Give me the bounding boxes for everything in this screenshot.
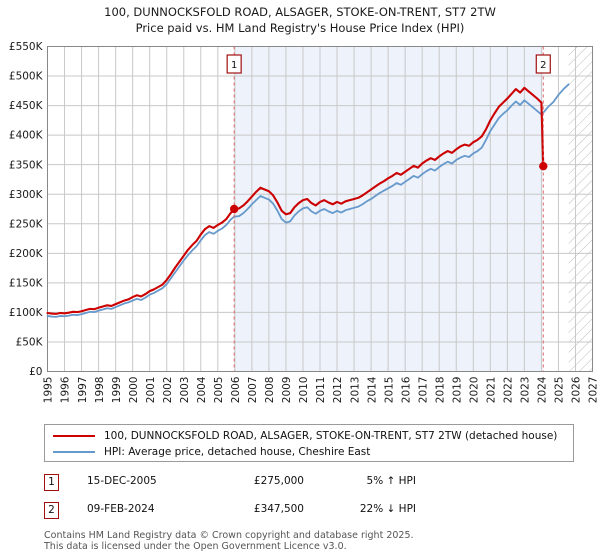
x-axis-tick-label: 2007 bbox=[247, 377, 259, 404]
licence-footer: Contains HM Land Registry data © Crown c… bbox=[44, 530, 584, 552]
series-line-property bbox=[46, 86, 545, 315]
x-axis-tick-label: 2021 bbox=[486, 377, 498, 404]
sale-point-marker bbox=[539, 161, 548, 171]
transaction-index-badge: 2 bbox=[44, 502, 59, 519]
x-axis-tick-label: 2005 bbox=[213, 377, 225, 404]
x-axis-tick-label: 1998 bbox=[94, 377, 106, 404]
x-axis-tick-label: 2020 bbox=[468, 377, 480, 404]
annotation-index-box bbox=[226, 54, 242, 74]
x-axis-tick-label: 2003 bbox=[179, 377, 191, 404]
y-axis-tick-label: £250K bbox=[9, 218, 44, 230]
x-axis-tick-label: 2026 bbox=[571, 376, 583, 403]
y-axis-tick-label: £550K bbox=[9, 41, 44, 53]
x-axis-tick-label: 2022 bbox=[503, 377, 515, 404]
x-axis-tick-label: 2017 bbox=[417, 377, 429, 404]
y-axis-tick-label: £50K bbox=[16, 337, 44, 349]
x-axis-tick-label: 2025 bbox=[554, 377, 566, 404]
x-axis-tick-label: 2011 bbox=[315, 377, 327, 404]
x-axis-tick-label: 2000 bbox=[128, 377, 140, 404]
x-axis-tick-label: 2014 bbox=[366, 376, 378, 403]
x-axis-tick-label: 2015 bbox=[383, 377, 395, 404]
y-axis-tick-label: £200K bbox=[9, 248, 44, 260]
transaction-date: 15-DEC-2005 bbox=[87, 475, 157, 487]
x-axis-tick-label: 2004 bbox=[196, 376, 208, 403]
x-axis-tick-label: 2019 bbox=[451, 377, 463, 404]
transaction-price: £347,500 bbox=[253, 503, 304, 515]
y-axis-tick-label: £150K bbox=[9, 277, 44, 289]
footer-line-1: Contains HM Land Registry data © Crown c… bbox=[44, 530, 414, 541]
x-axis-tick-label: 2008 bbox=[264, 377, 276, 404]
x-axis-tick-label: 1997 bbox=[77, 377, 89, 404]
chart-legend: 100, DUNNOCKSFOLD ROAD, ALSAGER, STOKE-O… bbox=[44, 424, 574, 462]
y-axis-tick-label: £350K bbox=[9, 159, 44, 171]
sale-point-marker bbox=[229, 204, 239, 214]
transaction-hpi-delta: 5% ↑ HPI bbox=[366, 475, 416, 487]
x-axis-tick-label: 2006 bbox=[230, 376, 242, 403]
y-axis-tick-label: £450K bbox=[9, 100, 44, 112]
legend-item-property: 100, DUNNOCKSFOLD ROAD, ALSAGER, STOKE-O… bbox=[53, 428, 557, 444]
legend-swatch-hpi bbox=[53, 451, 95, 453]
transaction-price: £275,000 bbox=[253, 475, 304, 487]
price-history-chart: £0 £50K £100K £150K £200K £250K £300K £350K £400… bbox=[9, 41, 600, 404]
y-axis-tick-label: £500K bbox=[9, 71, 44, 83]
legend-swatch-property bbox=[53, 435, 95, 437]
transaction-index-badge: 1 bbox=[44, 474, 59, 491]
x-axis-tick-label: 2027 bbox=[588, 377, 600, 404]
x-axis-tick-label: 2001 bbox=[145, 377, 157, 404]
x-axis-tick-label: 2002 bbox=[162, 377, 174, 404]
page-title: 100, DUNNOCKSFOLD ROAD, ALSAGER, STOKE-O… bbox=[0, 4, 600, 36]
legend-item-hpi: HPI: Average price, detached house, Ches… bbox=[53, 444, 370, 460]
annotation-index-box bbox=[535, 54, 551, 74]
annotation-index-label: 1 bbox=[231, 60, 237, 71]
legend-label-property: 100, DUNNOCKSFOLD ROAD, ALSAGER, STOKE-O… bbox=[104, 430, 558, 442]
x-axis-tick-label: 2018 bbox=[434, 377, 446, 404]
title-line-2: Price paid vs. HM Land Registry's House … bbox=[135, 21, 465, 35]
y-axis-tick-label: £400K bbox=[9, 130, 44, 142]
x-axis-tick-label: 1996 bbox=[60, 376, 72, 403]
transaction-date: 09-FEB-2024 bbox=[87, 503, 155, 515]
x-axis-tick-label: 1999 bbox=[111, 377, 123, 404]
x-axis-tick-label: 2013 bbox=[349, 377, 361, 404]
x-axis-tick-label: 2012 bbox=[332, 377, 344, 404]
x-axis-tick-label: 2010 bbox=[298, 377, 310, 404]
y-axis-tick-label: £100K bbox=[9, 307, 44, 319]
x-axis-tick-label: 2009 bbox=[281, 377, 293, 404]
x-axis-tick-label: 2016 bbox=[400, 376, 412, 403]
x-axis-tick-label: 2024 bbox=[537, 376, 549, 403]
y-axis-tick-label: £300K bbox=[9, 189, 44, 201]
x-axis-tick-label: 2023 bbox=[520, 377, 532, 404]
series-line-hpi bbox=[46, 83, 570, 318]
forecast-hatch-region bbox=[568, 46, 593, 372]
footer-line-2: This data is licensed under the Open Gov… bbox=[44, 541, 347, 552]
title-line-1: 100, DUNNOCKSFOLD ROAD, ALSAGER, STOKE-O… bbox=[104, 5, 496, 19]
transaction-row[interactable]: 1 15-DEC-2005 £275,000 5% ↑ HPI bbox=[44, 474, 584, 494]
transaction-hpi-delta: 22% ↓ HPI bbox=[359, 503, 416, 515]
annotation-index-label: 2 bbox=[540, 60, 546, 71]
x-axis-tick-label: 1995 bbox=[43, 377, 55, 404]
transaction-row[interactable]: 2 09-FEB-2024 £347,500 22% ↓ HPI bbox=[44, 502, 584, 522]
legend-label-hpi: HPI: Average price, detached house, Ches… bbox=[104, 446, 371, 458]
y-axis-tick-label: £0 bbox=[29, 366, 42, 378]
